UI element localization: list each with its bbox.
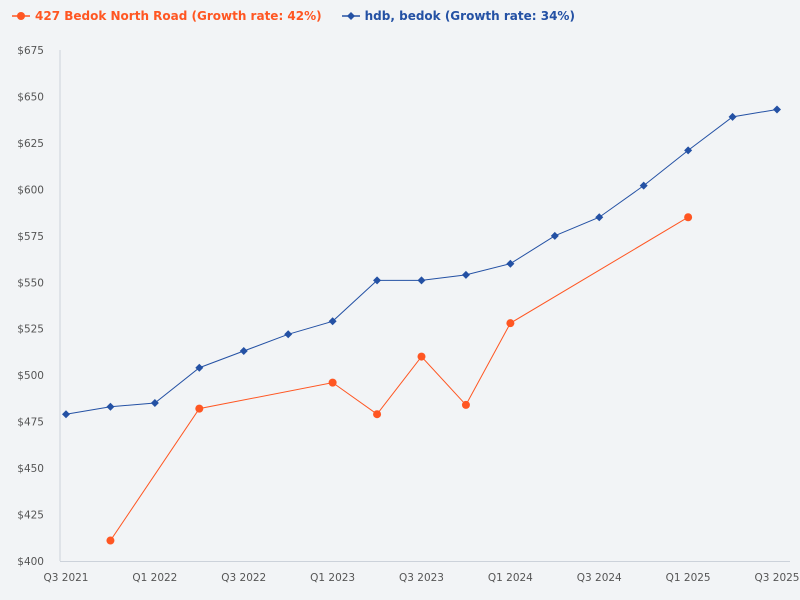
x-tick-label: Q3 2025: [754, 572, 799, 584]
data-point: [461, 400, 470, 409]
y-tick-label: $525: [17, 324, 44, 336]
x-tick-label: Q1 2024: [488, 572, 533, 584]
data-point: [373, 276, 382, 285]
data-point: [461, 270, 470, 279]
data-point: [195, 363, 204, 372]
data-point: [239, 347, 248, 356]
legend-item-series-0[interactable]: 427 Bedok North Road (Growth rate: 42%): [12, 9, 322, 23]
series-line-0: [110, 216, 689, 541]
y-tick-label: $550: [17, 277, 44, 289]
y-tick-label: $675: [17, 45, 44, 57]
data-point: [373, 410, 382, 419]
data-point: [506, 259, 515, 268]
x-tick-label: Q3 2023: [399, 572, 444, 584]
legend: 427 Bedok North Road (Growth rate: 42%) …: [12, 9, 575, 23]
y-tick-label: $400: [17, 556, 44, 568]
data-point: [639, 181, 648, 190]
x-tick-label: Q3 2024: [577, 572, 622, 584]
data-point: [417, 276, 426, 285]
x-tick-label: Q3 2021: [43, 572, 88, 584]
y-tick-label: $650: [17, 91, 44, 103]
data-point: [328, 378, 337, 387]
data-point: [506, 319, 515, 328]
data-point: [284, 330, 293, 339]
y-tick-label: $500: [17, 370, 44, 382]
x-tick-label: Q1 2025: [666, 572, 711, 584]
y-tick-label: $425: [17, 510, 44, 522]
data-point: [150, 399, 159, 408]
data-point: [106, 536, 115, 545]
diamond-marker-icon: [341, 12, 360, 20]
data-point: [195, 404, 204, 413]
y-tick-label: $600: [17, 184, 44, 196]
x-tick-label: Q3 2022: [221, 572, 266, 584]
legend-label: hdb, bedok (Growth rate: 34%): [364, 9, 575, 23]
y-tick-label: $625: [17, 138, 44, 150]
data-point: [62, 410, 70, 419]
y-tick-label: $475: [17, 417, 44, 429]
data-point: [684, 146, 693, 155]
data-point: [550, 231, 559, 240]
x-tick-label: Q1 2023: [310, 572, 355, 584]
legend-item-series-1[interactable]: hdb, bedok (Growth rate: 34%): [341, 9, 575, 23]
data-point: [773, 105, 781, 114]
data-point: [728, 112, 737, 121]
data-point: [595, 213, 604, 222]
y-tick-label: $575: [17, 231, 44, 243]
series-line-1: [65, 108, 778, 415]
data-point: [328, 317, 337, 326]
data-point: [106, 402, 115, 411]
legend-label: 427 Bedok North Road (Growth rate: 42%): [35, 9, 322, 23]
data-point: [684, 213, 693, 222]
circle-marker-icon: [12, 12, 30, 20]
data-point: [417, 352, 426, 361]
x-tick-label: Q1 2022: [132, 572, 177, 584]
y-tick-label: $450: [17, 463, 44, 475]
